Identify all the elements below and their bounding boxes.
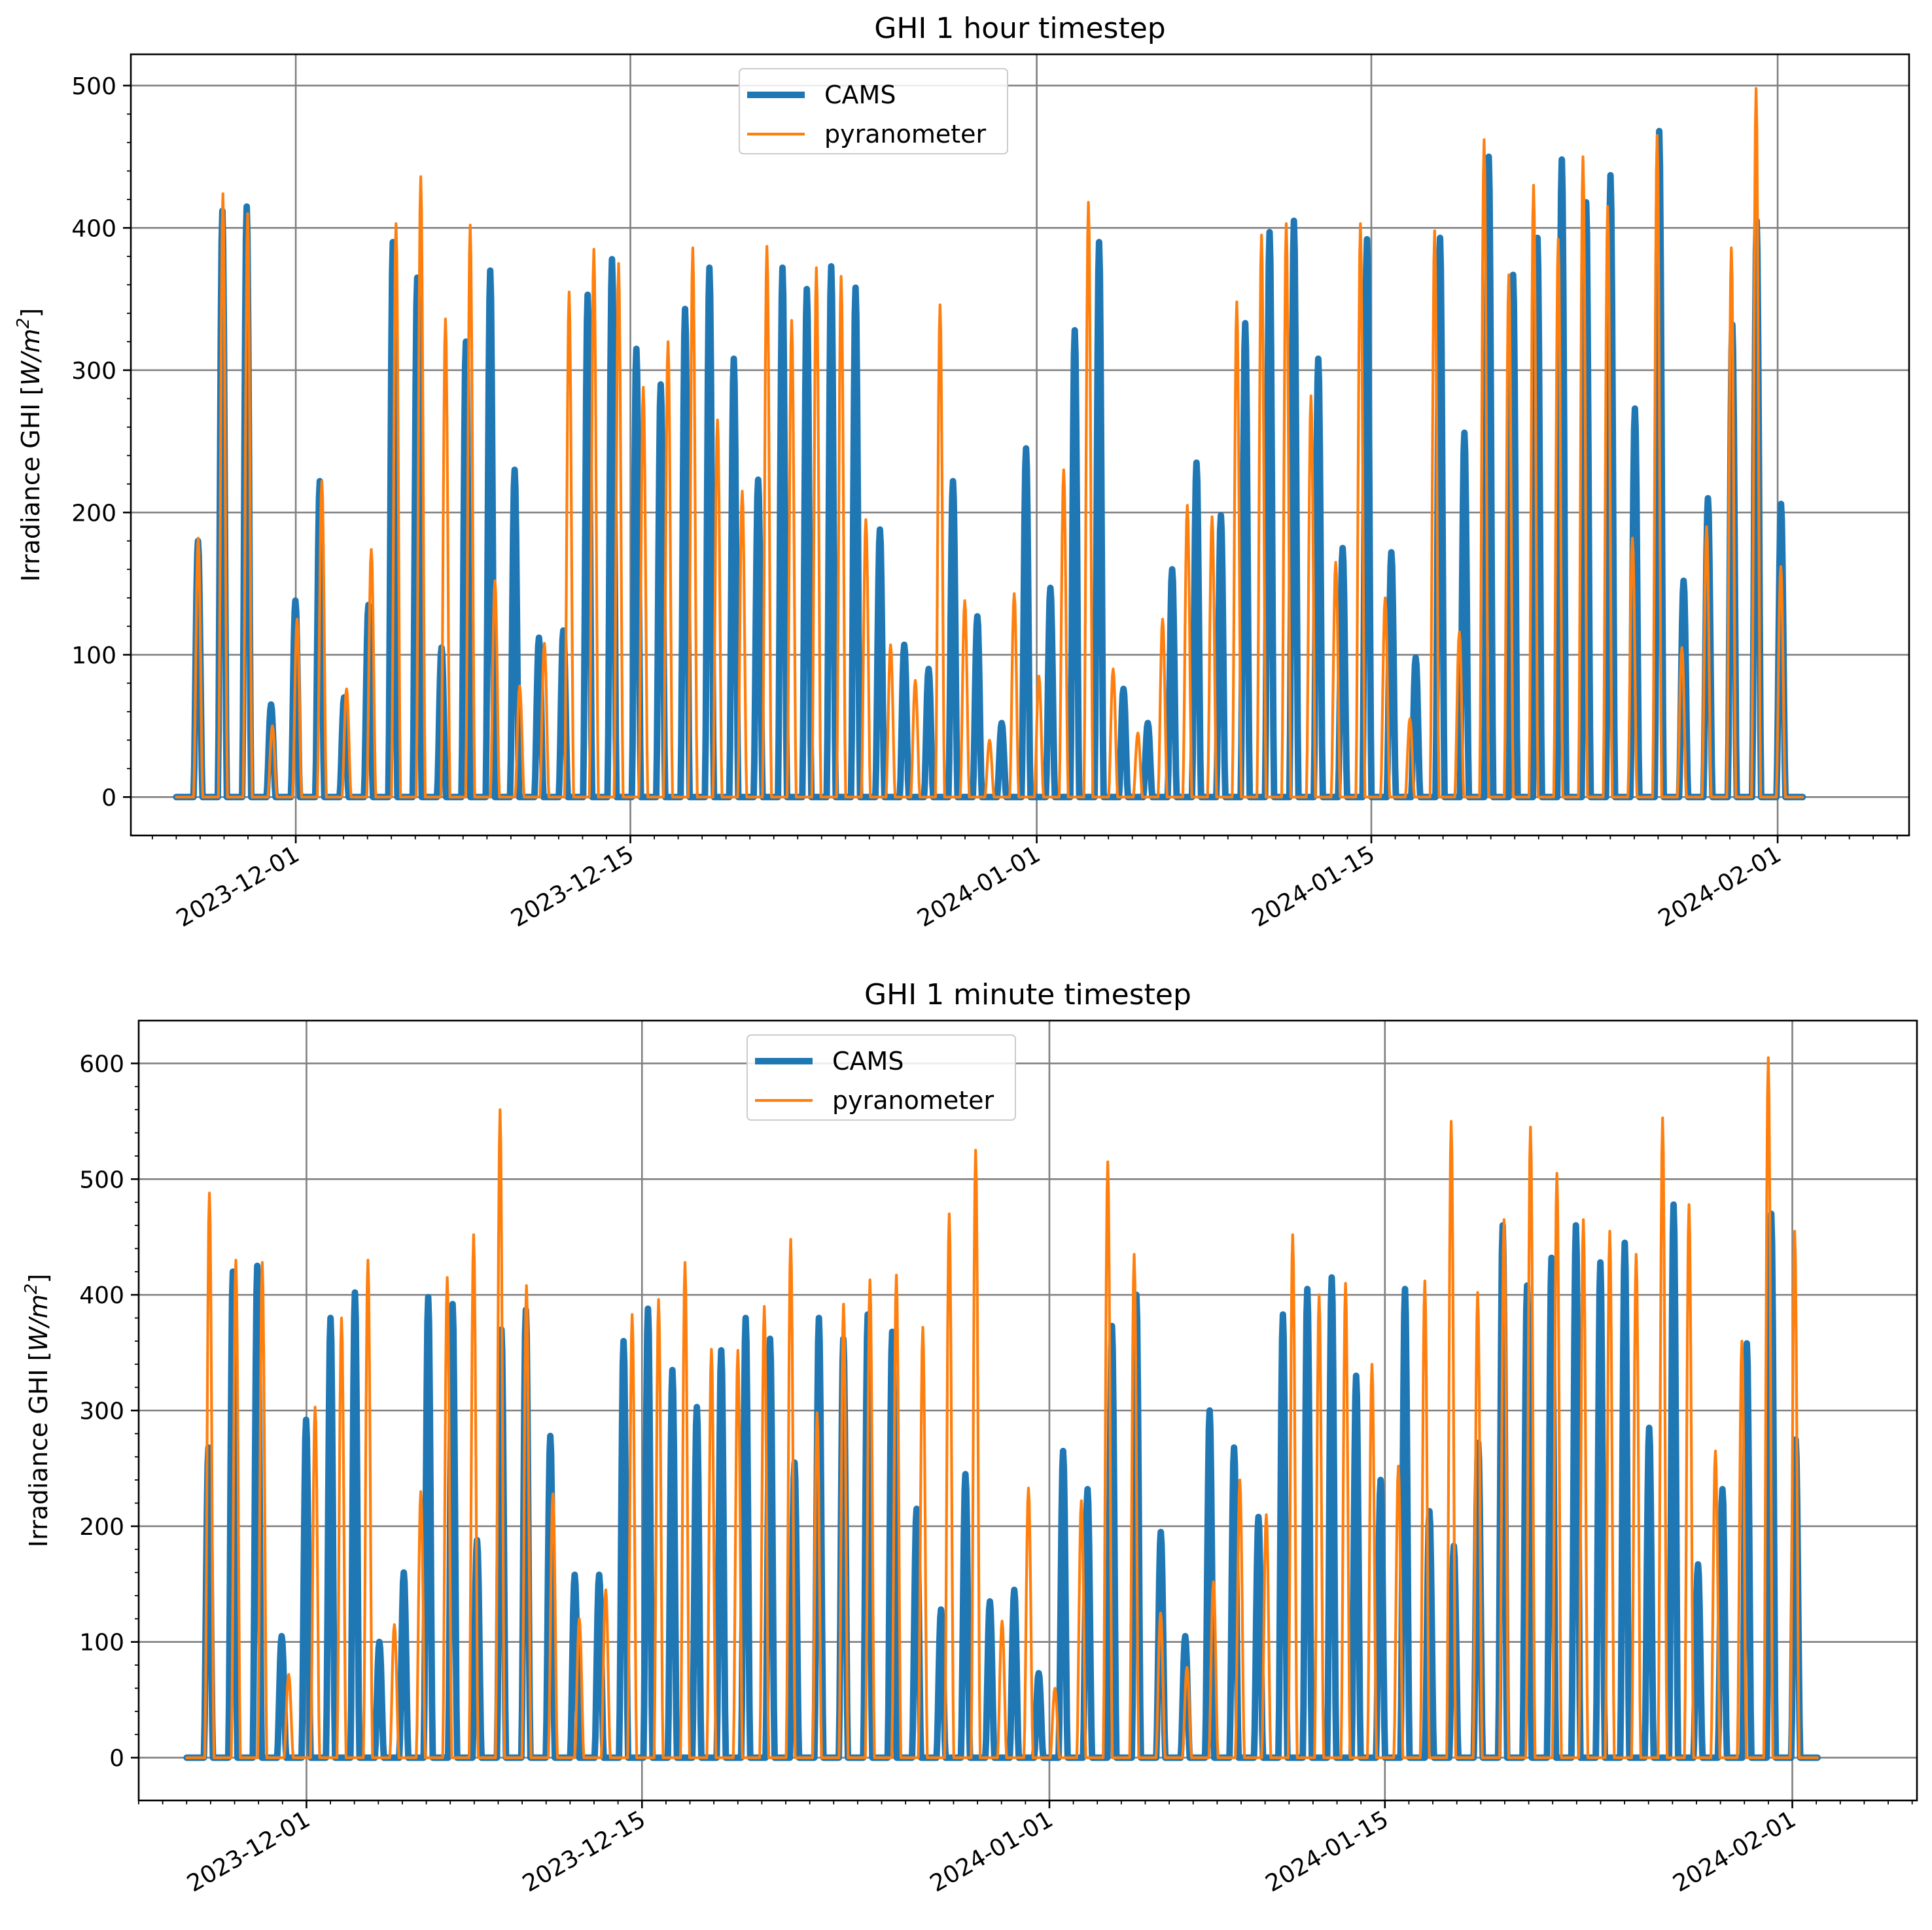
series-line-pyranometer: [185, 1056, 1819, 1759]
y-axis-title-unit: W/m: [24, 1294, 53, 1351]
y-tick-label: 300: [71, 358, 116, 385]
plot-area: [183, 1056, 1821, 1761]
y-axis-title-main: Irradiance GHI [: [16, 386, 45, 582]
x-tick-label: 2023-12-15: [506, 841, 639, 932]
x-tick-label: 2023-12-15: [518, 1806, 650, 1897]
y-axis: 0 100 200 300 400 500 600: [79, 1051, 139, 1772]
y-tick-label: 600: [79, 1051, 124, 1078]
series-line-pyranometer: [175, 87, 1804, 799]
y-tick-label: 400: [79, 1282, 124, 1309]
x-axis: 2023-12-01 2023-12-15 2024-01-01 2024-01-15…: [151, 835, 1898, 932]
legend-label-pyranometer: pyranometer: [832, 1086, 994, 1115]
chart-hourly-panel: 0 100 200 300 400 500 2023-12-01 2023-12-15 2024…: [14, 12, 1910, 932]
x-axis: 2023-12-01 2023-12-15 2024-01-01 2024-01-15…: [138, 1800, 1913, 1897]
y-tick-label: 200: [71, 500, 116, 527]
y-axis-title-exponent: 2: [14, 318, 33, 329]
x-tick-label: 2023-12-01: [172, 841, 304, 932]
x-tick-label: 2024-01-15: [1261, 1806, 1394, 1897]
y-tick-label: 400: [71, 215, 116, 242]
y-tick-label: 200: [79, 1514, 124, 1541]
y-axis: 0 100 200 300 400 500: [71, 73, 131, 811]
y-tick-label: 500: [79, 1167, 124, 1193]
y-axis-title-exponent: 2: [22, 1284, 41, 1295]
y-axis-title-end: ]: [24, 1274, 53, 1284]
x-tick-label: 2024-01-15: [1248, 841, 1380, 932]
legend-label-cams: CAMS: [832, 1047, 904, 1076]
y-tick-label: 500: [71, 73, 116, 100]
y-tick-label: 0: [109, 1746, 124, 1772]
plot-area: [173, 87, 1806, 801]
y-axis-title-end: ]: [16, 308, 45, 318]
x-tick-label: 2024-01-01: [926, 1806, 1058, 1897]
y-axis-title: Irradiance GHI [W/m2]: [14, 308, 45, 582]
y-tick-label: 300: [79, 1398, 124, 1425]
chart-title: GHI 1 minute timestep: [864, 978, 1191, 1011]
legend-box: [739, 68, 1008, 154]
chart-title: GHI 1 hour timestep: [874, 12, 1165, 45]
legend: CAMS pyranometer: [746, 1034, 1016, 1121]
x-tick-label: 2024-02-01: [1654, 841, 1786, 932]
x-tick-label: 2024-01-01: [913, 841, 1045, 932]
y-tick-label: 0: [101, 784, 116, 811]
legend-label-cams: CAMS: [824, 80, 896, 109]
gridlines: [131, 54, 1909, 835]
legend: CAMS pyranometer: [739, 68, 1008, 154]
legend-box: [746, 1034, 1016, 1121]
x-tick-label: 2024-02-01: [1668, 1806, 1800, 1897]
y-axis-title: Irradiance GHI [W/m2]: [22, 1274, 53, 1547]
y-tick-label: 100: [79, 1630, 124, 1657]
y-axis-title-unit: W/m: [16, 328, 45, 385]
y-axis-title-main: Irradiance GHI [: [24, 1352, 53, 1548]
axes-frame: [130, 53, 1910, 837]
x-tick-label: 2023-12-01: [183, 1806, 315, 1897]
y-tick-label: 100: [71, 642, 116, 669]
legend-label-pyranometer: pyranometer: [824, 120, 987, 149]
series-line-cams: [183, 1201, 1821, 1761]
